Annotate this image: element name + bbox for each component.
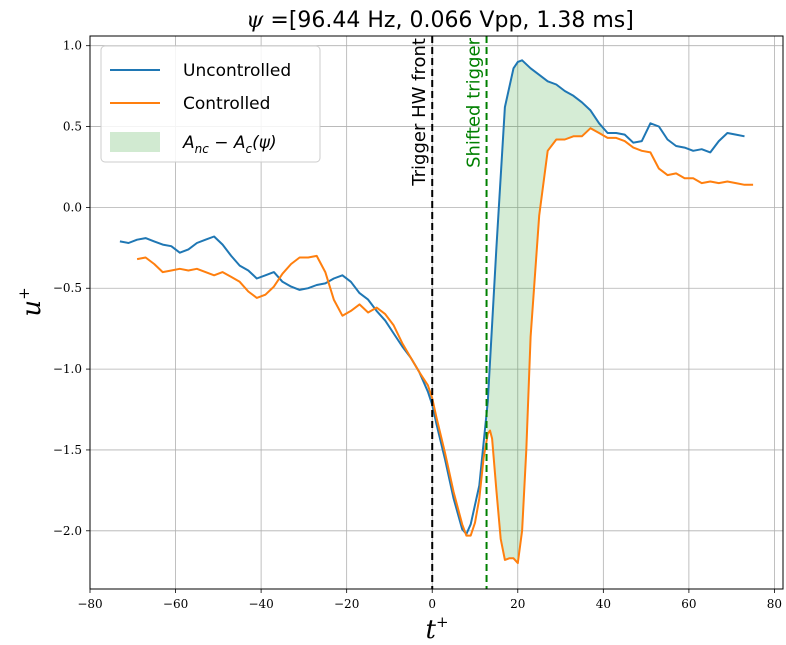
x-tick-label: −60 <box>163 597 188 611</box>
x-axis-label: t+ <box>425 613 448 645</box>
legend: Uncontrolled Controlled Anc − Ac(ψ) <box>100 45 321 163</box>
legend-label-area: Anc − Ac(ψ) <box>182 133 277 156</box>
y-tick-label: −1.0 <box>53 362 82 376</box>
x-tick-label: 60 <box>681 597 696 611</box>
area-fill-layer <box>486 60 604 563</box>
axis-ticks: −80 −60 −40 −20 0 20 40 60 80 −2.0 −1.5 −1.0 −0.5 0.0… <box>53 39 782 611</box>
y-tick-label: 0.0 <box>63 200 82 214</box>
x-tick-label: −40 <box>248 597 273 611</box>
series-layer <box>119 59 754 565</box>
x-tick-label: 0 <box>428 597 436 611</box>
y-tick-label: −1.5 <box>53 443 82 457</box>
x-tick-label: 20 <box>510 597 525 611</box>
y-axis-label: u+ <box>15 287 47 316</box>
x-tick-label: 80 <box>767 597 782 611</box>
y-tick-label: −0.5 <box>53 281 82 295</box>
x-tick-label: −20 <box>334 597 359 611</box>
series-uncontrolled-line <box>119 59 745 535</box>
series-controlled-line <box>136 127 754 565</box>
y-tick-label: 0.5 <box>63 120 82 134</box>
x-tick-label: 40 <box>596 597 611 611</box>
vertical-lines-layer: Trigger HW front Shifted trigger <box>409 36 488 589</box>
legend-box <box>100 45 321 163</box>
y-tick-label: −2.0 <box>53 524 82 538</box>
trigger-hw-front-label: Trigger HW front <box>409 38 430 187</box>
x-tick-label: −80 <box>77 597 102 611</box>
area-between-series <box>486 60 604 563</box>
plot-frame <box>89 35 784 590</box>
y-tick-label: 1.0 <box>63 39 82 53</box>
chart-title: ψ =[96.44 Hz, 0.066 Vpp, 1.38 ms] <box>246 8 634 33</box>
legend-label-controlled: Controlled <box>183 94 270 114</box>
shifted-trigger-label: Shifted trigger <box>464 37 485 168</box>
legend-label-uncontrolled: Uncontrolled <box>183 61 291 81</box>
legend-swatch-area <box>110 132 160 152</box>
